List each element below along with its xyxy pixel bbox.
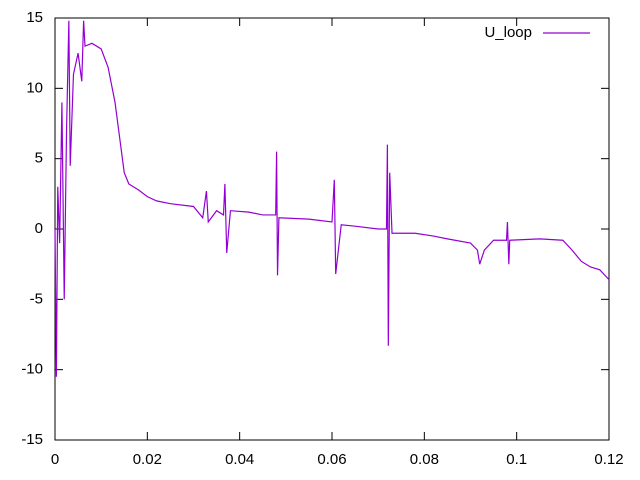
y-tick-label: -15 xyxy=(21,431,43,448)
y-tick-label: -10 xyxy=(21,361,43,378)
y-tick-label: -5 xyxy=(30,290,43,307)
y-tick-label: 5 xyxy=(35,150,43,167)
legend-label: U_loop xyxy=(484,24,532,41)
x-tick-label: 0.1 xyxy=(506,451,527,468)
plot-frame xyxy=(54,17,610,441)
x-tick-label: 0.06 xyxy=(317,451,346,468)
y-tick-label: 15 xyxy=(26,9,43,26)
x-tick-label: 0 xyxy=(51,451,59,468)
y-tick-label: 10 xyxy=(26,79,43,96)
x-tick-label: 0.02 xyxy=(133,451,162,468)
x-tick-label: 0.12 xyxy=(594,451,623,468)
data-line xyxy=(54,20,610,377)
y-tick-label: 0 xyxy=(35,220,43,237)
x-tick-label: 0.04 xyxy=(225,451,254,468)
x-tick-label: 0.08 xyxy=(410,451,439,468)
